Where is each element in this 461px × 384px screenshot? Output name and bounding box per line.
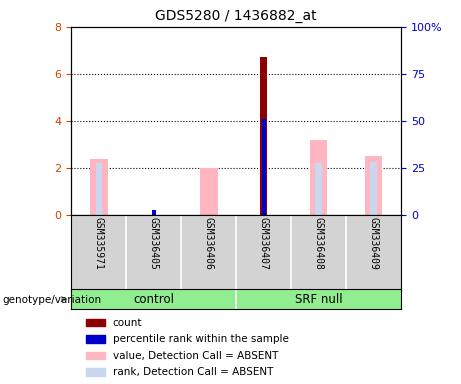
Text: SRF null: SRF null [295,293,343,306]
Text: count: count [113,318,142,328]
Bar [370,162,377,215]
Text: percentile rank within the sample: percentile rank within the sample [113,334,289,344]
Text: value, Detection Call = ABSENT: value, Detection Call = ABSENT [113,351,278,361]
Text: GSM336405: GSM336405 [149,217,159,270]
Text: control: control [133,293,174,306]
Bar [87,368,105,376]
Text: genotype/variation: genotype/variation [2,295,101,305]
Bar [90,159,108,215]
Bar [87,352,105,359]
Text: rank, Detection Call = ABSENT: rank, Detection Call = ABSENT [113,367,273,377]
Text: GSM336409: GSM336409 [369,217,378,270]
Bar [200,168,218,215]
Bar [87,319,105,326]
Text: GSM336406: GSM336406 [204,217,214,270]
Bar [315,163,322,215]
Bar [152,210,156,215]
Bar [95,163,102,215]
Bar [365,156,382,215]
Bar [87,335,105,343]
Bar [310,140,327,215]
Text: GSM336407: GSM336407 [259,217,269,270]
Text: GSM335971: GSM335971 [94,217,104,270]
Bar [262,119,266,215]
Title: GDS5280 / 1436882_at: GDS5280 / 1436882_at [155,9,317,23]
Bar [260,58,267,215]
Text: GSM336408: GSM336408 [313,217,324,270]
